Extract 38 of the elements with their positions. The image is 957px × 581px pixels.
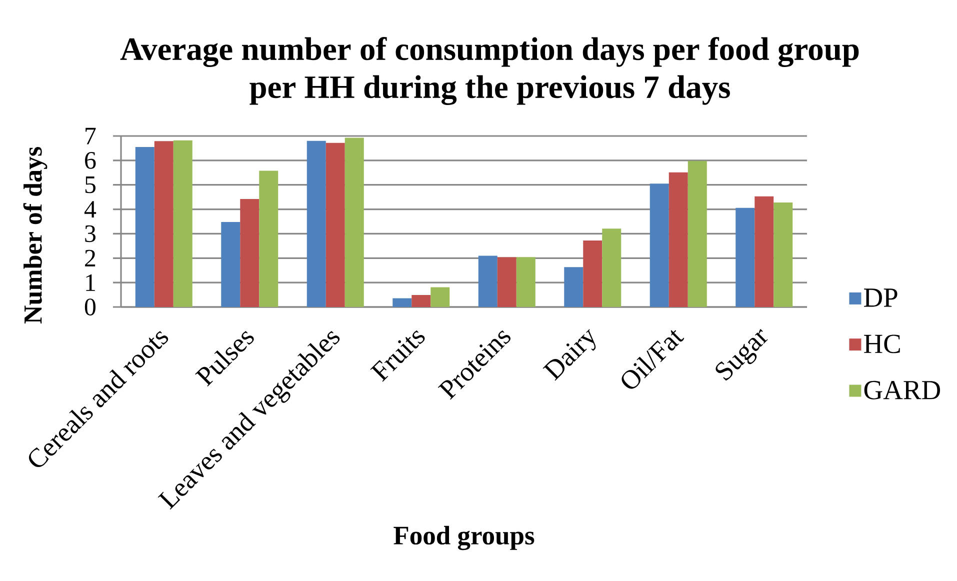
y-tick-label: 5: [85, 176, 96, 194]
bar: [650, 184, 669, 307]
y-tick-label: 0: [84, 298, 96, 316]
bar: [221, 222, 240, 307]
legend-label: DP: [864, 288, 898, 307]
chart-title: Average number of consumption days per food group per HH during the previous 7 days: [120, 36, 859, 106]
legend-label: HC: [864, 334, 900, 354]
bar: [688, 160, 707, 307]
bar: [412, 295, 431, 307]
bar: [478, 256, 498, 307]
bar: [602, 228, 622, 307]
bar: [392, 298, 412, 307]
y-tick-label: 4: [84, 201, 96, 218]
bar: [564, 267, 584, 307]
y-tick-label: 3: [85, 225, 96, 242]
bar: [240, 199, 260, 307]
bar: [306, 140, 326, 307]
y-tick-label: 7: [86, 128, 96, 144]
bar: [154, 141, 174, 307]
bar: [774, 202, 793, 307]
bar: [583, 240, 602, 307]
bar: [259, 170, 278, 307]
bar: [344, 138, 364, 307]
x-axis-title: Food groups: [394, 526, 534, 550]
bar: [430, 287, 450, 307]
y-tick-label: 2: [85, 250, 96, 266]
bar: [135, 147, 154, 307]
y-axis-title: Number of days: [23, 146, 48, 324]
bar: [497, 257, 516, 307]
bar: [668, 172, 688, 307]
bar: [326, 142, 345, 307]
y-tick-label: 6: [85, 152, 96, 169]
bar: [754, 196, 774, 307]
legend-label: GARD: [864, 380, 940, 400]
bar: [173, 140, 192, 307]
bar: [516, 257, 536, 307]
bar: [736, 208, 755, 307]
y-tick-label: 1: [86, 274, 95, 291]
